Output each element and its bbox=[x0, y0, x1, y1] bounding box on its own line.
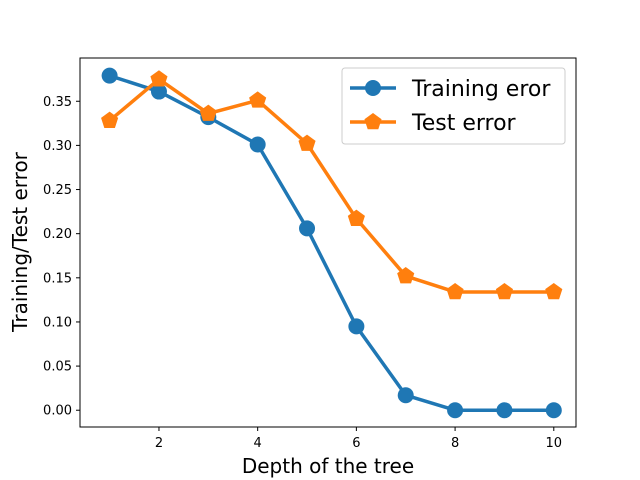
legend-marker bbox=[364, 113, 382, 130]
data-point bbox=[249, 136, 266, 153]
y-tick-label: 0.15 bbox=[43, 271, 72, 286]
series-layer bbox=[101, 67, 563, 419]
legend-label: Test error bbox=[411, 111, 517, 136]
y-tick-label: 0.10 bbox=[43, 315, 72, 330]
data-point bbox=[150, 70, 168, 87]
x-tick-label: 6 bbox=[352, 436, 360, 451]
x-tick-label: 10 bbox=[546, 436, 563, 451]
x-tick-label: 4 bbox=[254, 436, 262, 451]
data-point bbox=[447, 402, 464, 419]
legend-entry: Test error bbox=[350, 111, 517, 136]
data-point bbox=[348, 318, 365, 335]
x-axis: 2 4 6 8 10 bbox=[155, 427, 562, 451]
legend-marker bbox=[365, 80, 381, 96]
data-point bbox=[298, 134, 316, 151]
data-point bbox=[545, 402, 562, 419]
data-point bbox=[101, 111, 119, 128]
y-tick-label: 0.00 bbox=[43, 404, 72, 419]
y-tick-label: 0.25 bbox=[43, 183, 72, 198]
data-point bbox=[397, 267, 415, 284]
data-point bbox=[199, 104, 217, 121]
data-point bbox=[249, 91, 267, 108]
data-point bbox=[347, 209, 365, 226]
series-line bbox=[108, 77, 554, 294]
y-tick-label: 0.20 bbox=[43, 227, 72, 242]
data-point bbox=[150, 83, 167, 100]
y-tick-label: 0.35 bbox=[43, 95, 72, 110]
data-point bbox=[397, 387, 414, 404]
legend: Training eror Test error bbox=[341, 67, 566, 145]
legend-label: Training eror bbox=[411, 77, 551, 102]
x-axis-label: Depth of the tree bbox=[242, 454, 414, 478]
data-point bbox=[545, 282, 563, 300]
data-point bbox=[446, 282, 464, 300]
y-tick-label: 0.05 bbox=[43, 360, 72, 375]
legend-entry: Training eror bbox=[350, 77, 551, 102]
data-point bbox=[299, 220, 316, 237]
x-tick-label: 8 bbox=[451, 436, 459, 451]
data-point bbox=[496, 402, 513, 419]
y-axis: 0.00 0.05 0.10 0.15 0.20 0.25 0.30 0.35 bbox=[43, 95, 80, 419]
data-point bbox=[495, 282, 513, 300]
y-tick-label: 0.30 bbox=[43, 139, 72, 154]
x-tick-label: 2 bbox=[155, 436, 163, 451]
y-axis-label: Training/Test error bbox=[8, 151, 32, 333]
series-line bbox=[109, 73, 554, 412]
plot-frame bbox=[79, 57, 577, 428]
data-point bbox=[101, 67, 118, 84]
series-test-error bbox=[101, 70, 563, 300]
legend-box bbox=[341, 67, 566, 145]
